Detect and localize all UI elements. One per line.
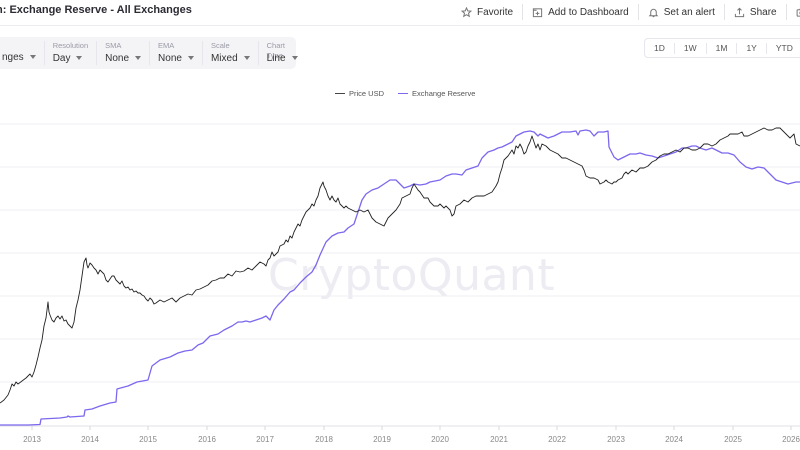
range-1m[interactable]: 1M: [705, 42, 737, 54]
x-tick-label: 2020: [431, 435, 449, 444]
camera-icon: [796, 7, 800, 17]
range-1y[interactable]: 1Y: [736, 42, 765, 54]
chevron-down-icon: [135, 56, 142, 60]
top-bar: n: Exchange Reserve - All Exchanges Favo…: [0, 0, 800, 26]
x-axis-ticks: [31, 426, 792, 430]
chevron-down-icon: [243, 56, 250, 60]
page-title: n: Exchange Reserve - All Exchanges: [0, 4, 192, 16]
chevron-down-icon: [76, 56, 83, 60]
legend-price-label: Price USD: [349, 89, 385, 98]
legend-reserve[interactable]: Exchange Reserve: [398, 89, 475, 98]
chart-type-label: Chart Type: [266, 41, 285, 60]
range-1w[interactable]: 1W: [673, 42, 706, 54]
x-tick-label: 2021: [490, 435, 508, 444]
share-icon: [734, 7, 745, 17]
legend-swatch-price: [335, 92, 345, 95]
scale-value: Mixed: [210, 52, 238, 64]
ema-value: None: [158, 52, 182, 64]
range-ytd[interactable]: YTD: [765, 42, 800, 54]
x-tick-label: 2016: [198, 435, 216, 444]
chart-plot-area[interactable]: [0, 110, 800, 450]
x-tick-label: 2023: [607, 435, 625, 444]
resolution-value: Day: [52, 52, 71, 64]
sma-label: SMA: [105, 41, 122, 50]
favorite-button[interactable]: Favorite: [452, 4, 522, 20]
x-tick-label: 2014: [81, 435, 99, 444]
chart-legend: Price USD Exchange Reserve: [335, 89, 489, 98]
add-to-dashboard-label: Add to Dashboard: [548, 6, 629, 18]
share-button[interactable]: Share: [723, 4, 786, 20]
ema-label: EMA: [158, 41, 175, 50]
chevron-down-icon: [291, 56, 298, 60]
sma-value: None: [105, 52, 130, 64]
chart-type-dropdown[interactable]: Chart Type Line: [257, 41, 306, 65]
chart-controls: nges Resolution Day SMA None EMA None Sc…: [0, 37, 298, 69]
chevron-down-icon: [187, 56, 194, 60]
legend-reserve-label: Exchange Reserve: [412, 89, 476, 98]
screenshot-button[interactable]: Screenshot: [785, 4, 800, 20]
ema-dropdown[interactable]: EMA None: [149, 41, 202, 65]
header-actions: Favorite Add to Dashboard Set an alert S…: [452, 4, 800, 20]
x-tick-label: 2017: [256, 435, 274, 444]
chevron-down-icon: [29, 55, 36, 59]
favorite-label: Favorite: [477, 6, 514, 18]
grid-lines: [0, 123, 800, 383]
price-usd-line: [0, 127, 800, 404]
x-tick-label: 2024: [665, 435, 683, 444]
x-axis-labels: 2013 2014 2015 2016 2017 2018 2019 2020 …: [0, 426, 800, 450]
legend-price[interactable]: Price USD: [335, 89, 384, 98]
x-tick-label: 2018: [315, 435, 333, 444]
exchange-value: nges: [2, 51, 24, 63]
x-tick-label: 2025: [724, 435, 742, 444]
scale-label: Scale: [210, 41, 230, 50]
bell-icon: [648, 8, 659, 17]
range-1d[interactable]: 1D: [654, 42, 665, 53]
set-alert-label: Set an alert: [663, 6, 715, 18]
set-alert-button[interactable]: Set an alert: [637, 4, 724, 20]
legend-swatch-reserve: [398, 92, 409, 95]
exchange-dropdown[interactable]: nges: [0, 37, 44, 69]
resolution-label: Resolution: [52, 41, 89, 50]
x-tick-label: 2019: [373, 435, 391, 444]
chart-type-value: Line: [266, 52, 286, 64]
scale-dropdown[interactable]: Scale Mixed: [201, 41, 258, 65]
x-tick-label: 2013: [23, 435, 41, 444]
dashboard-add-icon: [532, 7, 543, 17]
time-range-selector: 1D 1W 1M 1Y YTD A: [644, 38, 800, 58]
x-tick-label: 2026: [782, 435, 800, 444]
resolution-dropdown[interactable]: Resolution Day: [43, 41, 96, 65]
x-tick-label: 2015: [139, 435, 157, 444]
exchange-reserve-line: [0, 129, 800, 426]
sma-dropdown[interactable]: SMA None: [96, 41, 149, 65]
share-label: Share: [749, 6, 777, 18]
star-icon: [461, 6, 472, 17]
add-to-dashboard-button[interactable]: Add to Dashboard: [522, 4, 638, 20]
x-tick-label: 2022: [548, 435, 566, 444]
